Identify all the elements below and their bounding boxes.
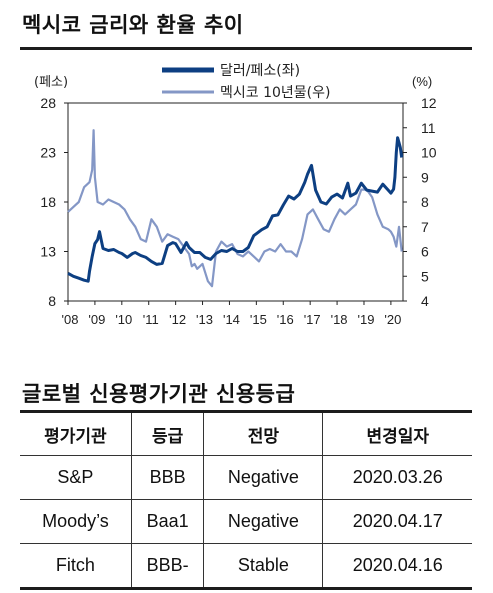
right-tick-label: 10: [421, 145, 437, 161]
cell-rating: BBB: [130, 455, 204, 500]
usd-mxn-series-line: [67, 136, 404, 283]
table-row: Moody’s Baa1 Negative 2020.04.17: [20, 499, 472, 544]
cell-outlook: Negative: [203, 455, 323, 500]
x-tick-label: '10: [115, 312, 132, 327]
right-tick-label: 5: [421, 268, 429, 284]
x-tick-label: '13: [196, 312, 213, 327]
cell-agency: Fitch: [20, 543, 132, 590]
cell-date: 2020.04.17: [322, 499, 472, 544]
legend-label-usd-mxn: 달러/페소(좌): [220, 63, 300, 79]
cell-date: 2020.04.16: [322, 543, 472, 590]
ratings-table: 평가기관 등급 전망 변경일자 S&P BBB Negative 2020.03…: [20, 410, 472, 590]
right-axis-unit: (%): [412, 74, 432, 89]
cell-agency: S&P: [20, 455, 132, 500]
chart-area: (페소) (%) 8 13 18 23 28 4 5 6 7 8 9 10 11 12 '08 '09 '10 '11…: [0, 60, 493, 350]
x-tick-label: '14: [223, 312, 240, 327]
table-row: Fitch BBB- Stable 2020.04.16: [20, 543, 472, 590]
left-tick-label: 13: [40, 244, 56, 260]
header-date: 변경일자: [322, 410, 472, 456]
right-tick-label: 7: [421, 219, 429, 235]
x-tick-label: '12: [169, 312, 186, 327]
legend-label-bond10y: 멕시코 10년물(우): [220, 85, 330, 101]
x-tick-label: '11: [143, 312, 159, 327]
left-tick-label: 23: [40, 145, 56, 161]
title-rule: [20, 47, 472, 50]
left-tick-label: 18: [40, 194, 56, 210]
x-tick-label: '20: [384, 312, 401, 327]
cell-outlook: Negative: [203, 499, 323, 544]
x-tick-label: '17: [304, 312, 321, 327]
chart-title: 멕시코 금리와 환율 추이: [22, 13, 244, 37]
plot-frame: [67, 102, 404, 302]
header-rating: 등급: [130, 410, 204, 456]
x-tick-label: '08: [62, 312, 79, 327]
rate-fx-line-chart: (페소) (%) 8 13 18 23 28 4 5 6 7 8 9 10 11 12 '08 '09 '10 '11…: [34, 63, 437, 327]
cell-rating: Baa1: [130, 499, 204, 544]
x-tick-label: '15: [250, 312, 267, 327]
bond10y-series-line: [67, 129, 403, 288]
right-tick-label: 12: [421, 95, 437, 111]
table-header-row: 평가기관 등급 전망 변경일자: [20, 410, 472, 456]
header-outlook: 전망: [203, 410, 323, 456]
x-tick-label: '19: [358, 312, 375, 327]
header-agency: 평가기관: [20, 410, 132, 456]
table-row: S&P BBB Negative 2020.03.26: [20, 455, 472, 500]
right-tick-label: 6: [421, 244, 429, 260]
cell-rating: BBB-: [130, 543, 204, 590]
left-axis-unit: (페소): [34, 75, 68, 90]
x-tick-label: '18: [331, 312, 348, 327]
table-title: 글로벌 신용평가기관 신용등급: [22, 382, 296, 406]
right-tick-label: 11: [421, 120, 436, 136]
cell-agency: Moody’s: [20, 499, 132, 544]
left-tick-label: 28: [40, 95, 56, 111]
right-tick-label: 4: [421, 293, 429, 309]
right-tick-label: 9: [421, 169, 429, 185]
left-tick-label: 8: [48, 293, 56, 309]
cell-outlook: Stable: [203, 543, 323, 590]
cell-date: 2020.03.26: [322, 455, 472, 500]
x-tick-label: '09: [88, 312, 105, 327]
right-tick-label: 8: [421, 194, 429, 210]
x-tick-label: '16: [277, 312, 294, 327]
